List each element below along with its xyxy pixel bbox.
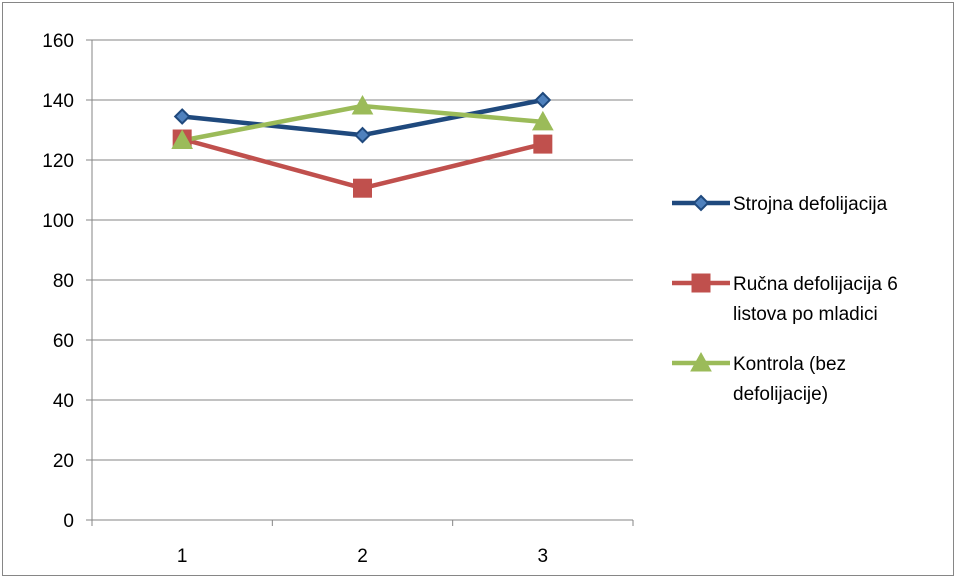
x-tick-label: 1 [177, 546, 188, 567]
series-3-point [171, 129, 194, 149]
y-tick-label: 20 [53, 451, 74, 472]
legend-marker [691, 273, 711, 293]
legend-label: listova po mladici [733, 304, 878, 325]
series-1-point [534, 91, 552, 109]
series-3-point [531, 110, 554, 131]
legend-marker [692, 194, 710, 212]
y-tick-label: 140 [42, 91, 74, 112]
y-tick-label: 60 [53, 331, 74, 352]
series-2-point [353, 178, 372, 198]
series-2-point [533, 134, 553, 154]
legend-label: Ručna defolijacija 6 [733, 274, 898, 295]
series-1-point [354, 126, 371, 144]
y-tick-label: 80 [53, 271, 74, 292]
y-tick-label: 0 [63, 511, 74, 532]
x-tick-label: 3 [538, 546, 549, 567]
series-3-point [351, 94, 374, 115]
y-tick-label: 100 [42, 211, 74, 232]
y-tick-label: 160 [42, 31, 74, 52]
legend-label: Kontrola (bez [733, 354, 846, 375]
legend-marker [690, 351, 712, 372]
y-tick-label: 120 [42, 151, 74, 172]
legend-label: Strojna defolijacija [733, 194, 888, 215]
series-1-point [173, 108, 191, 125]
legend-label: defolijacije) [733, 384, 828, 405]
y-tick-label: 40 [53, 391, 74, 412]
x-tick-label: 2 [357, 546, 368, 567]
